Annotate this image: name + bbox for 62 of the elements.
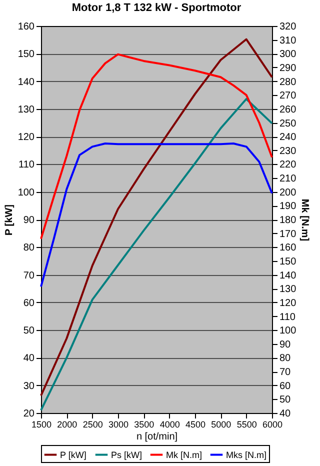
y2-tick-label: 320 — [280, 22, 297, 32]
legend-label: P [kW] — [60, 450, 86, 460]
y2-tick-label: 40 — [280, 408, 292, 420]
y-tick-label: 110 — [18, 160, 35, 171]
y2-tick-label: 110 — [280, 312, 296, 323]
y2-tick-label: 60 — [280, 380, 292, 392]
y-tick-label: 20 — [23, 408, 35, 420]
y2-tick-label: 290 — [280, 62, 297, 74]
legend-label: Ps [kW] — [111, 450, 142, 460]
y2-tick-label: 90 — [280, 339, 292, 350]
x-tick-label: 3000 — [108, 420, 129, 430]
x-tick-label: 4500 — [185, 420, 206, 430]
y-tick-label: 140 — [18, 76, 35, 88]
y-tick-label: 90 — [23, 215, 35, 226]
y2-tick-label: 100 — [280, 326, 297, 337]
x-tick-label: 2500 — [82, 420, 103, 430]
y2-tick-label: 230 — [280, 146, 297, 157]
x-tick-label: 5500 — [236, 420, 257, 430]
chart-title: Motor 1,8 T 132 kW - Sportmotor — [72, 2, 242, 14]
y2-tick-label: 270 — [280, 90, 297, 102]
x-tick-label: 3500 — [134, 420, 154, 430]
y2-tick-label: 310 — [280, 35, 297, 46]
y2-tick-label: 220 — [280, 160, 297, 171]
y-tick-label: 160 — [18, 22, 35, 32]
y2-tick-label: 180 — [280, 215, 297, 226]
y2-tick-label: 240 — [280, 132, 297, 144]
y2-tick-label: 280 — [280, 76, 297, 88]
y-tick-label: 70 — [23, 270, 35, 282]
x-tick-label: 2000 — [57, 420, 78, 430]
y-tick-label: 80 — [23, 242, 35, 254]
y-tick-label: 120 — [18, 132, 35, 144]
x-tick-label: 6000 — [262, 420, 283, 430]
y2-tick-label: 160 — [280, 242, 297, 254]
y2-tick-label: 200 — [280, 187, 297, 198]
y2-axis-title: Mk [N.m] — [299, 198, 310, 242]
x-tick-label: 4000 — [160, 420, 180, 430]
legend-label: Mks [N.m] — [226, 450, 266, 460]
y-tick-label: 30 — [23, 380, 35, 392]
y-tick-label: 40 — [23, 353, 35, 364]
x-tick-label: 1500 — [31, 420, 52, 430]
legend-label: Mk [N.m] — [166, 450, 202, 460]
y-tick-label: 60 — [23, 298, 35, 309]
y2-tick-label: 260 — [280, 104, 297, 116]
y2-tick-label: 130 — [280, 284, 297, 296]
y2-tick-label: 250 — [280, 118, 297, 130]
y-tick-label: 150 — [18, 49, 35, 60]
y-axis-title: P [kW] — [4, 204, 15, 236]
y2-tick-label: 140 — [280, 270, 297, 282]
y2-tick-label: 80 — [280, 353, 292, 364]
y2-tick-label: 120 — [280, 298, 297, 309]
x-axis-title: n [ot/min] — [136, 432, 178, 442]
y2-tick-label: 50 — [280, 394, 292, 406]
y2-tick-label: 190 — [280, 201, 297, 212]
y2-tick-label: 210 — [280, 174, 297, 185]
y-tick-label: 130 — [18, 104, 35, 116]
y-tick-label: 50 — [23, 326, 35, 337]
y2-tick-label: 150 — [280, 256, 297, 268]
y2-tick-label: 300 — [280, 49, 297, 60]
y2-tick-label: 170 — [280, 228, 297, 240]
x-tick-label: 5000 — [211, 420, 232, 430]
y-tick-label: 100 — [18, 187, 35, 198]
y2-tick-label: 70 — [280, 367, 292, 378]
